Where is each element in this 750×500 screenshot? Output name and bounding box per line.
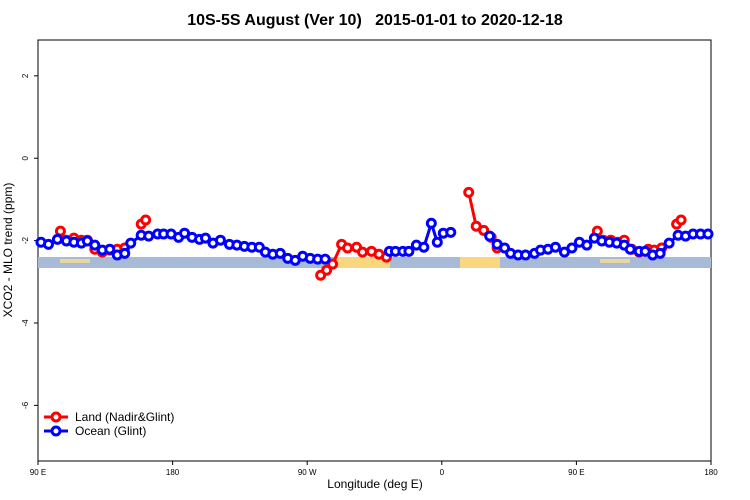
y-tick-label: -2 [21, 237, 30, 245]
data-point [445, 226, 457, 238]
data-point [654, 247, 666, 259]
data-point [675, 214, 687, 226]
land-strip [60, 259, 90, 263]
y-tick-label: -6 [21, 401, 30, 409]
data-point [403, 245, 415, 257]
data-point [119, 247, 131, 259]
data-point [663, 237, 675, 249]
x-tick-label: 90 E [30, 468, 46, 477]
data-point [566, 242, 578, 254]
data-point [342, 242, 354, 254]
land-strip [460, 257, 500, 268]
y-tick-label: -4 [21, 319, 30, 327]
map-strip [38, 257, 711, 268]
data-point [200, 232, 212, 244]
data-point [520, 249, 532, 261]
legend: Land (Nadir&Glint)Ocean (Glint) [44, 410, 174, 438]
data-point [624, 243, 636, 255]
x-tick-label: 90 E [568, 468, 584, 477]
plot-frame [37, 39, 712, 462]
legend-label: Ocean (Glint) [75, 424, 146, 438]
data-point [214, 234, 226, 246]
data-point [327, 258, 339, 270]
data-point [125, 237, 137, 249]
legend-marker [50, 411, 62, 423]
x-tick-label: 90 W [298, 468, 317, 477]
data-point [357, 246, 369, 258]
x-axis-label: Longitude (deg E) [327, 477, 422, 491]
data-point [581, 239, 593, 251]
land-strip [600, 259, 630, 263]
data-point [89, 239, 101, 251]
data-point [549, 241, 561, 253]
x-tick-label: 180 [704, 468, 718, 477]
land-strip [335, 257, 390, 268]
y-axis-label: XCO2 - MLO trend (ppm) [1, 183, 15, 318]
data-point [463, 186, 475, 198]
data-point [143, 230, 155, 242]
x-tick-label: 0 [440, 468, 445, 477]
data-point [274, 247, 286, 259]
y-tick-label: 0 [21, 155, 30, 160]
data-point [319, 253, 331, 265]
legend-marker [50, 425, 62, 437]
chart-title: 10S-5S August (Ver 10) 2015-01-01 to 202… [187, 12, 563, 29]
data-point [702, 228, 714, 240]
data-point [431, 236, 443, 248]
data-point [51, 233, 63, 245]
legend-label: Land (Nadir&Glint) [75, 410, 174, 424]
data-point [104, 243, 116, 255]
data-point [418, 241, 430, 253]
data-point [425, 217, 437, 229]
x-tick-label: 180 [166, 468, 180, 477]
data-point [42, 238, 54, 250]
data-point [140, 214, 152, 226]
data-point [321, 264, 333, 276]
data-point [484, 230, 496, 242]
y-tick-label: 2 [21, 73, 30, 78]
